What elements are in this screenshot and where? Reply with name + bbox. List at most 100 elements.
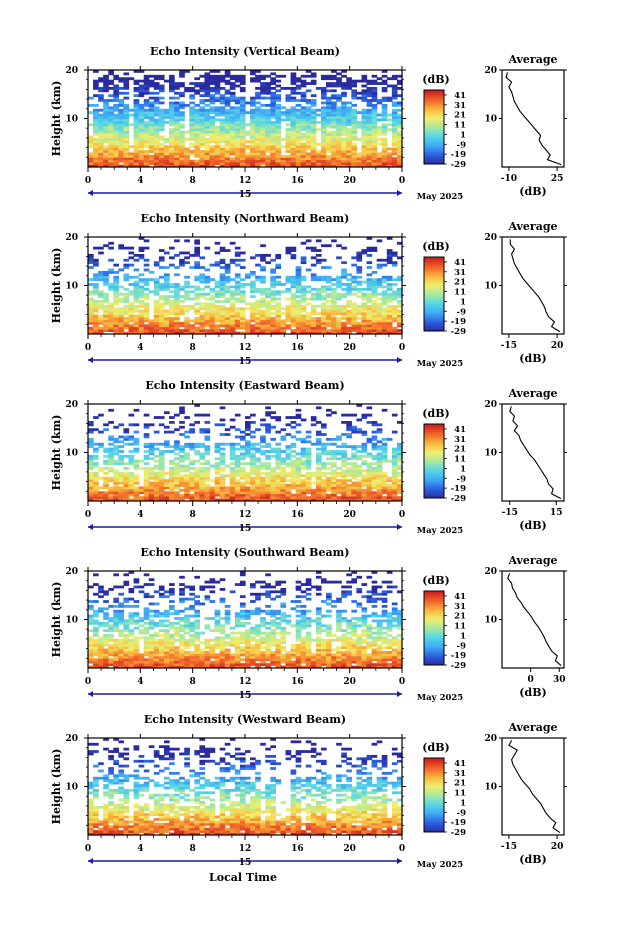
heatmap-cell [209, 488, 216, 492]
heatmap-cell [366, 113, 373, 117]
heatmap-cell [108, 636, 114, 640]
heatmap-cell [275, 304, 282, 308]
heatmap-cell [174, 493, 180, 497]
colorbar-swatch [424, 284, 444, 288]
heatmap-cell [305, 464, 312, 468]
heatmap-cell [315, 261, 322, 265]
heatmap-cell [300, 484, 307, 487]
heatmap-cell [265, 312, 271, 315]
heatmap-cell [219, 324, 226, 328]
colorbar-swatch [424, 131, 444, 135]
heatmap-cell [396, 130, 403, 134]
heatmap-cell [331, 319, 337, 323]
heatmap-cell [320, 425, 327, 429]
heatmap-cell [346, 484, 352, 487]
heatmap-cell [234, 496, 241, 499]
heatmap-cell [265, 484, 271, 487]
heatmap-cell [275, 266, 282, 269]
heatmap-cell [189, 111, 195, 115]
heatmap-cell [189, 428, 195, 432]
heatmap-cell [184, 464, 190, 468]
heatmap-cell [118, 292, 125, 296]
heatmap-cell [331, 314, 337, 318]
heatmap-cell [169, 312, 175, 315]
heatmap-cell [219, 94, 226, 98]
heatmap-cell [295, 280, 302, 284]
heatmap-cell [148, 157, 155, 161]
heatmap-cell [265, 314, 271, 318]
heatmap-cell [270, 94, 276, 98]
heatmap-cell [361, 77, 368, 81]
average-x-label: (dB) [519, 185, 546, 198]
average-title: Average [507, 53, 557, 66]
heatmap-cell [234, 162, 241, 165]
heatmap-cell [376, 459, 383, 463]
heatmap-cell [219, 261, 226, 265]
heatmap-cell [391, 157, 398, 161]
heatmap-cell [245, 111, 251, 115]
heatmap-cell [158, 493, 165, 497]
heatmap-cell [346, 84, 352, 88]
heatmap-cell [163, 285, 170, 289]
heatmap-cell [270, 116, 276, 119]
heatmap-cell [113, 646, 119, 649]
heatmap-cell [118, 312, 125, 315]
heatmap-cell [148, 290, 155, 294]
heatmap-cell [113, 329, 119, 332]
heatmap-cell [128, 312, 135, 315]
day-label: 15 [239, 524, 252, 534]
heatmap-cell [189, 319, 195, 323]
heatmap-cell [108, 137, 114, 141]
heatmap-cell [229, 150, 236, 153]
heatmap-cell [366, 150, 373, 153]
heatmap-cell [209, 159, 216, 163]
heatmap-cell [143, 103, 150, 107]
heatmap-cell [310, 157, 317, 161]
heatmap-cell [320, 493, 327, 497]
heatmap-cell [209, 96, 216, 100]
heatmap-cell [341, 246, 347, 250]
heatmap-cell [250, 113, 256, 117]
heatmap-cell [300, 111, 307, 115]
heatmap-cell [143, 496, 150, 499]
heatmap-cell [179, 125, 185, 129]
heatmap-cell [93, 292, 99, 296]
heatmap-cell [371, 479, 378, 482]
heatmap-cell [103, 74, 109, 78]
heatmap-cell [285, 304, 292, 308]
heatmap-cell [381, 488, 388, 492]
heatmap-cell [260, 317, 266, 320]
heatmap-cell [341, 261, 347, 265]
heatmap-cell [371, 467, 378, 470]
heatmap-cell [199, 162, 206, 165]
heatmap-cell [88, 266, 94, 269]
heatmap-cell [163, 297, 170, 301]
heatmap-cell [118, 445, 125, 449]
heatmap-cell [204, 447, 211, 451]
heatmap-cell [391, 91, 398, 95]
heatmap-cell [300, 481, 307, 485]
heatmap-cell [189, 493, 195, 497]
heatmap-cell [275, 464, 282, 468]
heatmap-cell [295, 273, 302, 277]
heatmap-cell [371, 74, 378, 78]
heatmap-cell [113, 145, 119, 148]
heatmap-cell [184, 103, 190, 107]
average-x-tick-label: 15 [550, 508, 563, 518]
heatmap-cell [98, 120, 104, 124]
heatmap-cell [234, 113, 241, 117]
heatmap-cell [189, 479, 195, 482]
heatmap-cell [169, 416, 175, 419]
heatmap-cell [214, 130, 221, 134]
heatmap-cell [189, 459, 195, 463]
heatmap-cell [229, 99, 236, 102]
heatmap-cell [163, 283, 170, 286]
heatmap-cell [386, 297, 393, 301]
heatmap-cell [265, 157, 271, 161]
heatmap-cell [326, 479, 332, 482]
heatmap-cell [386, 287, 393, 291]
heatmap-cell [391, 304, 398, 308]
heatmap-cell [331, 498, 337, 502]
heatmap-cell [396, 162, 403, 165]
heatmap-cell [285, 280, 292, 284]
